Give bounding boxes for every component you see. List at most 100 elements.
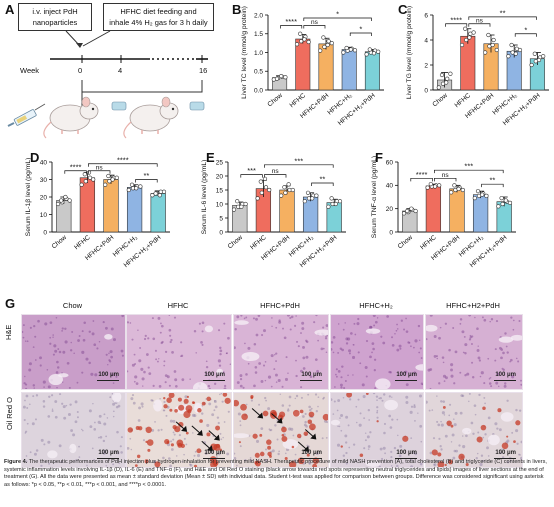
significance-bracket xyxy=(64,170,87,174)
data-point xyxy=(494,47,499,53)
bar xyxy=(472,194,489,233)
y-tick-label: 2 xyxy=(424,62,428,69)
category-label: Chow xyxy=(397,234,415,250)
data-point xyxy=(63,194,68,200)
data-point xyxy=(452,183,457,188)
y-tick-label: 4 xyxy=(424,37,428,44)
tissue-texture xyxy=(426,315,522,389)
y-tick-label: 1.0 xyxy=(254,50,263,57)
significance-label: ns xyxy=(96,164,104,171)
y-tick-label: 10 xyxy=(40,212,48,219)
data-point xyxy=(464,37,469,43)
oil-red-o-image: 100 μm xyxy=(21,392,126,468)
scale-bar xyxy=(494,457,516,459)
data-point xyxy=(67,198,72,203)
y-tick-label: 6 xyxy=(424,12,428,19)
scale-bar xyxy=(494,379,516,381)
chart-serum-il6: 0 5 10 15 20 25 Serum IL-6 level (pg/mL) Chow HF… xyxy=(201,156,346,269)
scale-bar xyxy=(203,379,225,381)
data-point xyxy=(129,182,135,187)
y-tick-label: 10 xyxy=(216,201,224,208)
data-point xyxy=(274,76,280,81)
bar xyxy=(425,185,442,233)
data-point xyxy=(329,196,334,201)
data-point xyxy=(290,187,295,193)
data-point xyxy=(239,204,244,209)
data-point xyxy=(91,177,96,182)
significance-label: ** xyxy=(143,171,149,180)
data-point xyxy=(59,198,64,203)
tissue-texture xyxy=(426,393,522,467)
data-point xyxy=(364,52,369,57)
data-point xyxy=(352,48,358,53)
caption-body: The therapeutic performances of PdH inje… xyxy=(4,459,547,488)
data-point xyxy=(267,187,272,193)
oil-red-o-image: 100 μm xyxy=(233,392,329,468)
tissue-texture xyxy=(127,315,231,389)
data-point xyxy=(405,208,410,214)
data-point xyxy=(87,175,93,180)
significance-bracket xyxy=(264,174,287,178)
data-point xyxy=(325,42,330,48)
significance-bracket xyxy=(514,33,537,37)
y-tick-label: 60 xyxy=(386,159,394,166)
significance-bracket xyxy=(434,177,457,182)
chart-serum-tnfa: 0 20 40 60 Serum TNF-α level (pg/mL) Chow HFHC… xyxy=(371,156,516,269)
significance-bracket xyxy=(349,32,372,36)
scale-label: 100 μm xyxy=(204,372,225,378)
data-point xyxy=(243,201,248,207)
oil-red-o-image: 100 μm xyxy=(330,392,424,468)
data-point xyxy=(490,42,495,48)
data-point xyxy=(322,44,327,49)
bar xyxy=(449,188,465,233)
data-point xyxy=(472,196,477,201)
oil-red-o-image: 100 μm xyxy=(425,392,523,468)
figure-caption: Figure 4. The therapeutic performances o… xyxy=(4,459,550,489)
significance-label: * xyxy=(359,25,362,34)
significance-label: *** xyxy=(464,162,473,171)
scale-label: 100 μm xyxy=(495,450,516,456)
significance-label: ** xyxy=(319,175,325,184)
y-tick-label: 15 xyxy=(216,187,224,194)
data-point xyxy=(318,48,323,53)
data-point xyxy=(475,189,481,194)
significance-label: ns xyxy=(272,168,280,175)
he-stain-image: 100 μm xyxy=(21,314,126,390)
y-tick-label: 0.0 xyxy=(254,87,263,94)
data-point xyxy=(321,35,326,40)
category-label: HFHC xyxy=(73,234,92,251)
tissue-texture xyxy=(22,393,123,467)
data-point xyxy=(235,199,240,204)
data-point xyxy=(437,183,442,188)
data-point xyxy=(279,193,284,198)
histology-column-header: HFHC+H₂ xyxy=(359,301,393,310)
data-point xyxy=(425,185,430,190)
diet-line-2: inhale 4% H₂ gas for 3 h daily xyxy=(109,18,208,27)
data-point xyxy=(126,187,131,193)
data-point xyxy=(302,37,307,42)
data-point xyxy=(55,201,61,207)
y-tick-label: 40 xyxy=(40,159,48,166)
data-point xyxy=(255,196,260,201)
significance-bracket xyxy=(280,25,303,29)
scale-bar xyxy=(300,379,322,381)
y-tick-label: 2.0 xyxy=(254,12,263,19)
data-point xyxy=(529,62,534,68)
injection-line-1: i.v. inject PdH xyxy=(32,7,78,16)
y-tick-label: 30 xyxy=(40,177,48,184)
panel-label-b: B xyxy=(232,2,242,17)
data-point xyxy=(409,206,414,211)
timeline-tick-0: 0 xyxy=(78,66,83,75)
significance-label: * xyxy=(524,25,527,34)
category-label: HFHC xyxy=(419,234,438,251)
y-tick-label: 0 xyxy=(424,87,428,94)
oil-red-o-image: 100 μm xyxy=(126,392,232,468)
syringe-icon xyxy=(7,103,46,127)
y-axis-label: Serum IL-6 level (pg/mL) xyxy=(201,160,208,235)
treatment-box-injection: i.v. inject PdH nanoparticles xyxy=(18,3,92,31)
significance-label: ** xyxy=(500,8,506,17)
he-stain-image: 100 μm xyxy=(330,314,424,390)
data-point xyxy=(83,179,88,184)
bar xyxy=(150,193,166,233)
